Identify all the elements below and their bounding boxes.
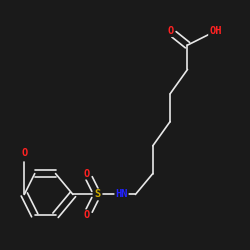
Text: HN: HN xyxy=(115,190,128,200)
Text: S: S xyxy=(94,190,100,200)
Text: O: O xyxy=(84,210,90,220)
Text: O: O xyxy=(21,148,28,158)
Text: O: O xyxy=(84,168,90,178)
Text: O: O xyxy=(167,26,173,36)
Text: OH: OH xyxy=(209,26,222,36)
